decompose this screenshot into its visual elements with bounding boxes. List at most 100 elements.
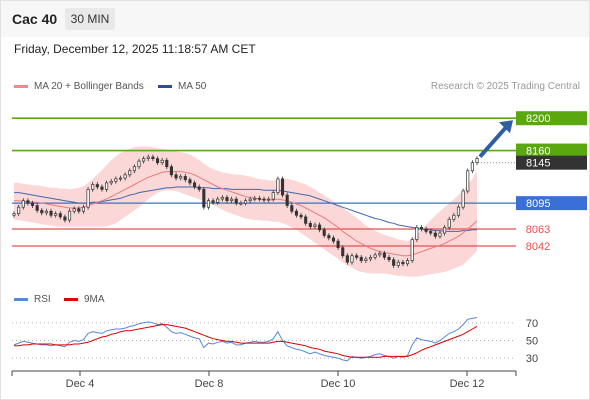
candle-body xyxy=(40,210,44,214)
candle-body xyxy=(202,189,206,208)
candle-body xyxy=(433,232,437,237)
candle-body xyxy=(415,227,419,240)
candle-body xyxy=(44,210,48,214)
level-tag-text: 8095 xyxy=(526,198,550,210)
candle-body xyxy=(280,178,285,196)
rsi-ma-swatch xyxy=(64,297,78,301)
candle-body xyxy=(211,200,215,203)
candle-body xyxy=(30,202,35,206)
level-tag-8200: 8200 xyxy=(516,111,587,126)
candle-body xyxy=(294,210,298,216)
candle-body xyxy=(174,174,178,179)
timeframe-button[interactable]: 30 MIN xyxy=(65,8,115,30)
candle-body xyxy=(438,232,442,237)
candle-body xyxy=(461,190,465,208)
level-label-8063: 8063 xyxy=(526,224,550,236)
level-tag-text: 8160 xyxy=(526,146,550,158)
candle-body xyxy=(406,260,410,265)
candle-body xyxy=(262,198,266,201)
candle-body xyxy=(429,231,433,234)
candle-body xyxy=(206,200,211,208)
candle-body xyxy=(345,255,349,263)
datetime-label: Friday, December 12, 2025 11:18:57 AM CE… xyxy=(14,42,256,56)
candle-body xyxy=(100,186,104,190)
candle-body xyxy=(81,206,86,212)
level-tag-8095: 8095 xyxy=(516,196,587,211)
candle-body xyxy=(336,240,340,248)
candle-body xyxy=(77,208,81,212)
candle-body xyxy=(12,213,16,216)
level-tag-box xyxy=(516,196,587,211)
level-tag-8160: 8160 xyxy=(516,143,587,158)
candle-body xyxy=(378,252,382,256)
candle-body xyxy=(313,224,317,227)
legend-rsi-label: RSI xyxy=(34,294,51,305)
candle-body xyxy=(308,222,312,227)
rsi-tick-50: 50 xyxy=(526,336,538,348)
candle-body xyxy=(26,200,30,204)
candle-body xyxy=(456,206,461,216)
candle-body xyxy=(239,202,243,205)
x-tick-label: Dec 10 xyxy=(321,378,356,390)
candle-body xyxy=(285,194,289,206)
candle-body xyxy=(253,197,257,200)
candle-body xyxy=(322,229,326,236)
candle-body xyxy=(179,176,183,179)
bollinger-band xyxy=(14,146,477,277)
candle-body xyxy=(225,197,229,202)
candle-body xyxy=(410,239,414,261)
forecast-arrow-shaft xyxy=(478,124,509,158)
candle-body xyxy=(197,186,201,190)
candle-body xyxy=(49,210,53,216)
ma50-swatch xyxy=(158,84,172,88)
candle-body xyxy=(234,198,238,204)
x-tick-label: Dec 8 xyxy=(195,378,224,390)
candle-body xyxy=(355,255,359,258)
candle-body xyxy=(359,256,363,261)
candle-body xyxy=(35,205,39,211)
candle-body xyxy=(160,159,164,164)
legend-rsi-ma: 9MA xyxy=(64,294,105,305)
rsi-tick-70: 70 xyxy=(526,318,538,330)
candle-body xyxy=(290,205,294,212)
candle-body xyxy=(128,170,132,176)
rsi-swatch xyxy=(14,297,28,301)
candle-body xyxy=(299,214,303,218)
level-tag-text: 8145 xyxy=(526,158,550,170)
candle-body xyxy=(230,198,234,202)
candle-body xyxy=(396,261,400,266)
candle-body xyxy=(368,256,373,260)
candle-body xyxy=(220,197,224,200)
candle-body xyxy=(123,174,127,179)
level-tag-text: 8200 xyxy=(526,113,550,125)
candle-body xyxy=(21,200,25,208)
rsi-tick-30: 30 xyxy=(526,353,538,365)
candle-body xyxy=(387,256,391,261)
candle-body xyxy=(267,198,271,201)
candle-body xyxy=(401,261,405,265)
credit-text: Research © 2025 Trading Central xyxy=(430,81,580,92)
candle-body xyxy=(447,218,451,228)
legend-ma20-bollinger: MA 20 + Bollinger Bands xyxy=(14,81,144,92)
ma20-line xyxy=(14,171,478,257)
x-tick-label: Dec 12 xyxy=(450,378,485,390)
candle-body xyxy=(63,216,67,221)
candle-body xyxy=(276,178,280,193)
candle-body xyxy=(475,158,479,164)
candle-body xyxy=(132,166,136,172)
candle-body xyxy=(169,166,173,176)
candle-body xyxy=(331,237,336,242)
candle-body xyxy=(470,162,474,172)
candle-body xyxy=(424,228,428,232)
instrument-title: Cac 40 xyxy=(12,11,58,27)
rsi-line xyxy=(13,317,478,362)
candle-body xyxy=(105,182,109,190)
legend-rsi: RSI xyxy=(14,294,51,305)
candle-body xyxy=(58,213,62,218)
candle-body xyxy=(109,180,113,184)
candle-body xyxy=(327,235,331,239)
candle-body xyxy=(364,258,368,261)
candle-body xyxy=(137,160,141,168)
